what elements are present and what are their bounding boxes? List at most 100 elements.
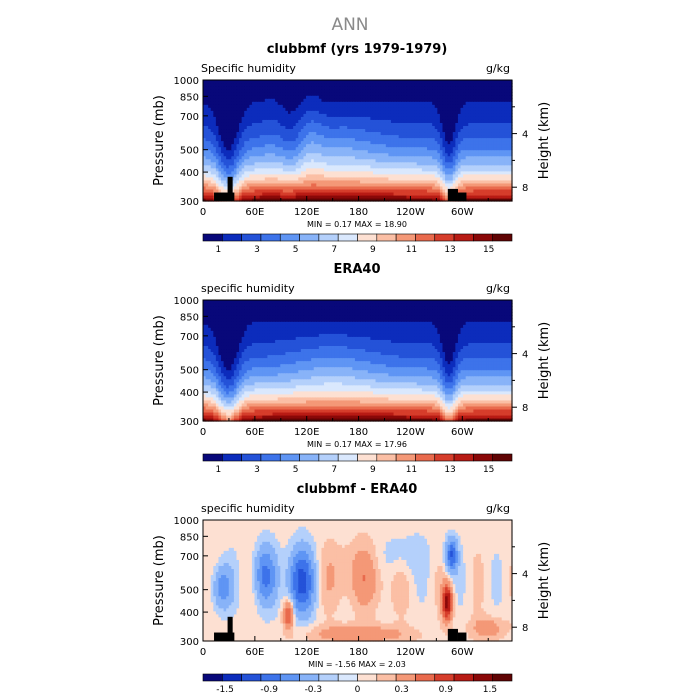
y-axis-title: Pressure (mb)	[152, 95, 167, 186]
contour-cell	[321, 131, 325, 136]
contour-cell	[504, 149, 508, 154]
contour-cell	[465, 140, 469, 145]
contour-cell	[486, 188, 490, 193]
contour-cell	[241, 137, 245, 142]
contour-cell	[215, 167, 220, 172]
contour-cell	[210, 134, 214, 139]
contour-cell	[396, 134, 400, 139]
contour-cell	[403, 176, 408, 181]
contour-cell	[496, 131, 500, 136]
contour-cell	[203, 161, 207, 166]
x-tick-label: 180	[349, 207, 368, 218]
contour-cell	[293, 164, 297, 169]
contour-cell	[421, 158, 426, 163]
contour-cell	[236, 188, 240, 193]
contour-cell	[290, 179, 294, 184]
contour-cell	[375, 143, 379, 148]
contour-cell	[506, 185, 511, 190]
contour-cell	[427, 170, 431, 175]
contour-cell	[262, 122, 266, 126]
contour-cell	[411, 185, 415, 190]
contour-cell	[424, 167, 428, 172]
contour-cell	[277, 185, 281, 190]
contour-cell	[396, 137, 400, 142]
contour-cell	[421, 185, 426, 190]
contour-cell	[396, 143, 400, 148]
contour-cell	[267, 152, 271, 157]
contour-cell	[470, 149, 474, 154]
contour-cell	[504, 155, 508, 160]
contour-cell	[326, 164, 330, 169]
contour-cell	[463, 185, 467, 190]
contour-cell	[370, 137, 374, 142]
contour-cell	[478, 170, 482, 175]
contour-cell	[318, 131, 323, 136]
contour-cell	[287, 134, 292, 139]
colorbar-swatch	[318, 233, 339, 242]
contour-cell	[378, 137, 382, 142]
contour-cell	[285, 149, 289, 154]
contour-cell	[378, 191, 382, 196]
contour-cell	[475, 125, 480, 130]
contour-cell	[360, 185, 364, 190]
contour-cell	[370, 158, 374, 163]
contour-cell	[432, 137, 436, 142]
contour-cell	[244, 176, 248, 181]
contour-cell	[450, 146, 454, 151]
contour-cell	[264, 164, 268, 169]
contour-cell	[246, 128, 250, 133]
contour-cell	[429, 182, 433, 187]
contour-cell	[385, 164, 390, 169]
contour-cell	[414, 176, 418, 181]
contour-cell	[385, 194, 390, 199]
contour-cell	[277, 167, 281, 172]
contour-cell	[223, 182, 227, 187]
contour-cell	[473, 194, 477, 199]
contour-cell	[349, 155, 353, 160]
contour-cell	[308, 125, 312, 130]
contour-cell	[344, 164, 348, 169]
y-tick-label: 500	[180, 146, 199, 157]
contour-cell	[344, 137, 348, 142]
contour-cell	[390, 125, 395, 130]
contour-cell	[406, 122, 410, 126]
contour-cell	[313, 155, 317, 160]
contour-cell	[501, 137, 505, 142]
contour-cell	[501, 185, 505, 190]
contour-cell	[282, 158, 286, 163]
contour-cell	[465, 170, 469, 175]
contour-cell	[365, 122, 369, 126]
contour-cell	[259, 161, 263, 166]
contour-cell	[300, 176, 305, 181]
contour-cell	[236, 164, 240, 169]
contour-cell	[318, 149, 323, 154]
contour-cell	[367, 185, 371, 190]
contour-cell	[298, 191, 302, 196]
contour-cell	[306, 143, 310, 148]
contour-cell	[293, 146, 297, 151]
contour-cell	[447, 152, 451, 157]
contour-cell	[432, 161, 436, 166]
contour-cell	[370, 125, 374, 130]
contour-cell	[424, 179, 428, 184]
contour-cell	[215, 152, 220, 157]
contour-cell	[295, 122, 299, 126]
contour-cell	[311, 188, 315, 193]
contour-cell	[215, 137, 220, 142]
contour-cell	[231, 188, 235, 193]
contour-cell	[218, 185, 222, 190]
contour-cell	[215, 182, 220, 187]
contour-cell	[336, 164, 341, 169]
contour-cell	[509, 167, 513, 172]
contour-cell	[272, 191, 276, 196]
contour-cell	[210, 137, 214, 142]
contour-cell	[457, 167, 462, 172]
contour-cell	[308, 152, 312, 157]
contour-cell	[308, 140, 312, 145]
contour-cell	[506, 197, 511, 202]
contour-cell	[228, 122, 232, 126]
contour-cell	[226, 131, 230, 136]
contour-cell	[499, 194, 503, 199]
contour-cell	[419, 170, 423, 175]
contour-cell	[442, 140, 446, 145]
